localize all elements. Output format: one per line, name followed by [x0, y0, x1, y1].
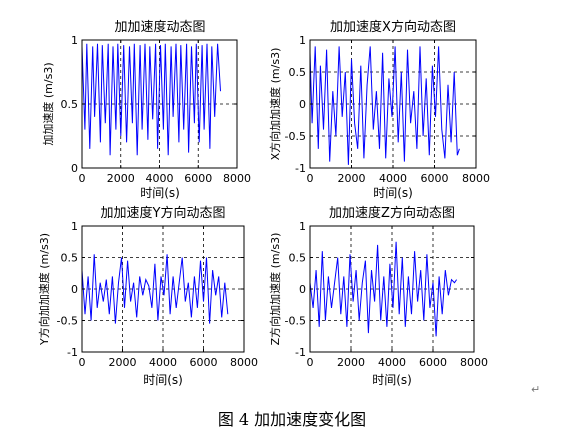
y-axis-label: X方向加加速度 (m/s3) — [268, 48, 282, 161]
axes-layer: 0 2000 4000 6000 8000 -1 -0.5 0 0.5 1 — [57, 220, 258, 369]
y-tick-label: 1 — [71, 220, 78, 233]
axes-layer: 0 2000 4000 6000 8000 -1 -0.5 0 0.5 1 — [285, 34, 490, 185]
x-tick-label: 6000 — [419, 356, 447, 369]
y-tick-label: 0.5 — [289, 66, 307, 79]
y-tick-label: 0.5 — [61, 98, 79, 111]
x-tick-label: 8000 — [230, 356, 258, 369]
y-axis-label: Y方向加加速度 (m/s3) — [37, 233, 51, 346]
x-tick-label: 8000 — [223, 172, 251, 185]
x-tick-label: 0 — [79, 356, 86, 369]
y-axis-label: Z方向加加速度 (m/s3) — [268, 233, 282, 346]
y-tick-label: 1 — [71, 34, 78, 47]
x-tick-label: 4000 — [379, 172, 407, 185]
x-tick-label: 6000 — [184, 172, 212, 185]
series-line — [81, 43, 221, 156]
x-tick-label: 6000 — [421, 172, 449, 185]
series-line — [309, 46, 460, 165]
plot-jerk-magnitude: 加加速度动态图 时间(s) 加加速度 (m/s3) 0 2000 4000 6000 8… — [41, 19, 251, 200]
y-tick-label: 1 — [299, 220, 306, 233]
figure-caption: 图 4 加加速度变化图 — [217, 410, 367, 429]
y-axis-label: 加加速度 (m/s3) — [41, 62, 55, 145]
axes-layer: 0 2000 4000 6000 8000 -1 -0.5 0 0.5 1 — [285, 220, 488, 369]
y-tick-label: -1 — [67, 346, 78, 359]
x-tick-label: 0 — [79, 172, 86, 185]
y-tick-label: 0 — [299, 283, 306, 296]
y-tick-label: -0.5 — [285, 315, 306, 328]
x-tick-label: 4000 — [149, 356, 177, 369]
plot-title: 加加速度动态图 — [114, 19, 205, 35]
y-tick-label: 0 — [71, 162, 78, 175]
plot-jerk-x: 加加速度X方向动态图 时间(s) X方向加加速度 (m/s3) 0 2000 400… — [268, 19, 490, 200]
x-axis-label: 时间(s) — [372, 373, 412, 387]
plot-jerk-y: 加加速度Y方向动态图 时间(s) Y方向加加速度 (m/s3) 0 2000 400… — [37, 205, 258, 387]
axes-layer: 0 2000 4000 6000 8000 0 0.5 1 — [61, 34, 252, 185]
series-line — [81, 254, 229, 324]
y-tick-label: 0 — [299, 98, 306, 111]
y-tick-label: -0.5 — [57, 315, 78, 328]
x-tick-label: 4000 — [146, 172, 174, 185]
y-tick-label: -1 — [295, 162, 306, 175]
x-tick-label: 2000 — [107, 172, 135, 185]
y-tick-label: -1 — [295, 346, 306, 359]
plot-title: 加加速度X方向动态图 — [330, 19, 456, 35]
x-axis-label: 时间(s) — [140, 186, 180, 200]
paragraph-mark: ↵ — [531, 383, 541, 396]
x-tick-label: 4000 — [378, 356, 406, 369]
x-tick-label: 6000 — [190, 356, 218, 369]
x-tick-label: 2000 — [337, 356, 365, 369]
x-tick-label: 0 — [307, 172, 314, 185]
x-tick-label: 8000 — [460, 356, 488, 369]
plot-title: 加加速度Y方向动态图 — [101, 205, 226, 221]
plot-title: 加加速度Z方向动态图 — [329, 205, 455, 221]
x-axis-label: 时间(s) — [373, 186, 413, 200]
x-tick-label: 2000 — [338, 172, 366, 185]
y-tick-label: -0.5 — [285, 130, 306, 143]
x-tick-label: 0 — [307, 356, 314, 369]
y-tick-label: 0.5 — [61, 252, 79, 265]
y-tick-label: 1 — [299, 34, 306, 47]
figure-canvas: 加加速度动态图 时间(s) 加加速度 (m/s3) 0 2000 4000 6000 8… — [37, 19, 490, 387]
y-tick-label: 0 — [71, 283, 78, 296]
x-axis-label: 时间(s) — [143, 373, 183, 387]
x-tick-label: 2000 — [109, 356, 137, 369]
y-tick-label: 0.5 — [289, 252, 307, 265]
plot-jerk-z: 加加速度Z方向动态图 时间(s) Z方向加加速度 (m/s3) 0 2000 400… — [268, 205, 488, 387]
x-tick-label: 8000 — [462, 172, 490, 185]
series-line — [309, 241, 458, 337]
